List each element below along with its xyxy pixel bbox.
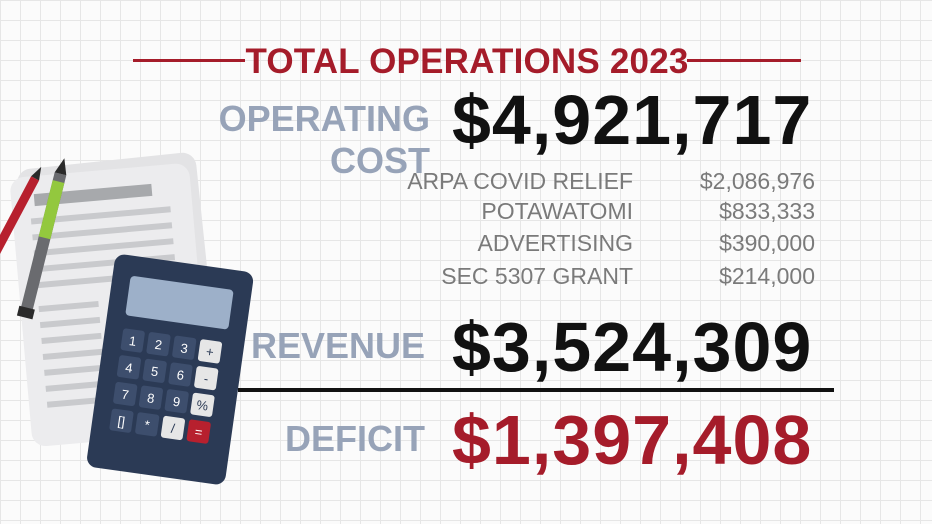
- calculator-key: 8: [146, 390, 155, 406]
- breakdown-name: ADVERTISING: [477, 230, 634, 256]
- breakdown-amount: $214,000: [719, 263, 815, 289]
- calculator-key: 2: [154, 337, 163, 353]
- calculator-key: 5: [150, 363, 159, 379]
- breakdown-amount: $2,086,976: [699, 168, 815, 194]
- breakdown-amount: $833,333: [719, 198, 815, 224]
- calculator-key: /: [170, 421, 176, 436]
- calculator-key: 1: [128, 333, 137, 349]
- breakdown-name: POTAWATOMI: [481, 198, 633, 224]
- breakdown-name: SEC 5307 GRANT: [441, 263, 633, 289]
- total-divider: [238, 388, 834, 392]
- revenue-label: REVENUE: [250, 325, 425, 366]
- revenue-value: $3,524,309: [452, 308, 813, 386]
- calculator-key: +: [205, 344, 215, 360]
- calculator-illustration: 1 2 3 + 4 5 6 - 7 8 9 %: [0, 152, 254, 485]
- calculator-key: 3: [180, 340, 189, 356]
- calculator-key: =: [194, 424, 204, 440]
- operating-cost-label: OPERATING COST: [218, 98, 430, 181]
- calculator-key: []: [117, 413, 126, 429]
- calculator-key: 7: [121, 387, 130, 403]
- calculator-key: 9: [172, 394, 181, 410]
- calculator-icon: 1 2 3 + 4 5 6 - 7 8 9 %: [87, 254, 254, 485]
- breakdown-row: SEC 5307 GRANT $214,000: [380, 263, 815, 293]
- calculator-key: 4: [124, 360, 133, 376]
- calculator-key: -: [203, 371, 209, 386]
- title-rule-right: [687, 59, 801, 62]
- calculator-key: 6: [176, 367, 185, 383]
- title-rule-left: [133, 59, 245, 62]
- operating-cost-value: $4,921,717: [452, 81, 813, 159]
- red-pen-icon: [0, 166, 42, 269]
- title-bar: TOTAL OPERATIONS 2023: [133, 40, 801, 81]
- breakdown-row: POTAWATOMI $833,333: [380, 198, 815, 228]
- breakdown-name: ARPA COVID RELIEF: [407, 168, 633, 194]
- deficit-value: $1,397,408: [452, 401, 813, 479]
- breakdown-row: ARPA COVID RELIEF $2,086,976: [380, 168, 815, 198]
- calculator-key: *: [144, 417, 151, 433]
- page-title: TOTAL OPERATIONS 2023: [245, 42, 689, 81]
- green-pen-icon: [16, 158, 67, 320]
- breakdown-amount: $390,000: [719, 230, 815, 256]
- breakdown-row: ADVERTISING $390,000: [380, 230, 816, 260]
- calculator-key: %: [196, 397, 210, 414]
- deficit-label: DEFICIT: [285, 418, 425, 459]
